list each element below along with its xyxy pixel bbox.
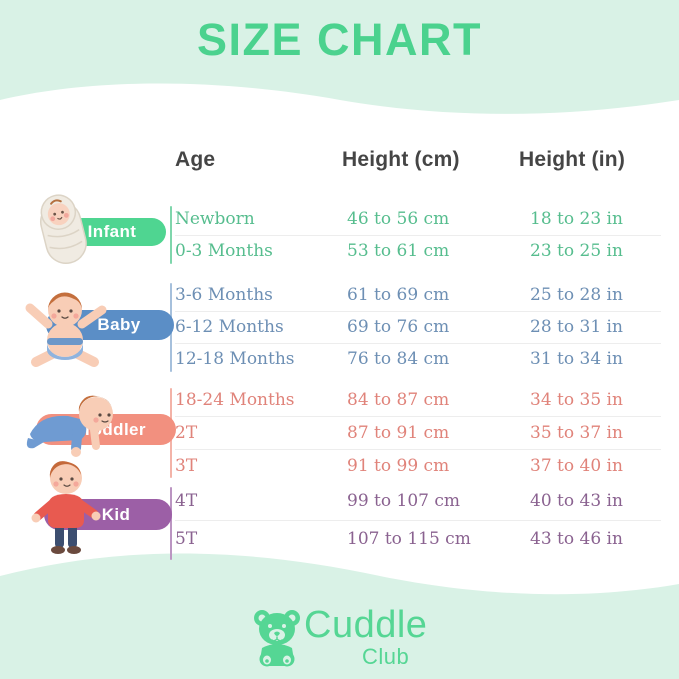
infant-group-label: Infant (87, 222, 137, 241)
age-value: 4T (175, 491, 198, 511)
height-cm-value: 61 to 69 cm (347, 285, 450, 305)
height-cm-value: 76 to 84 cm (347, 349, 450, 369)
height-in-value: 28 to 31 in (530, 317, 623, 337)
age-value: Newborn (175, 209, 255, 229)
height-cm-value: 107 to 115 cm (347, 529, 471, 549)
infant-group: Newborn 46 to 56 cm 18 to 23 in 0-3 Mont… (0, 203, 679, 267)
table-row: 18-24 Months 84 to 87 cm 34 to 35 in (0, 383, 679, 416)
column-header-height-in: Height (in) (519, 148, 626, 171)
kid-group-line (170, 487, 172, 560)
table-row: 6-12 Months 69 to 76 cm 28 to 31 in (0, 311, 679, 343)
height-in-value: 25 to 28 in (530, 285, 623, 305)
height-in-value: 23 to 25 in (530, 241, 623, 261)
height-cm-value: 53 to 61 cm (347, 241, 450, 261)
height-cm-value: 91 to 99 cm (347, 455, 450, 476)
height-in-value: 31 to 34 in (530, 349, 623, 369)
table-row: 2T 87 to 91 cm 35 to 37 in (0, 416, 679, 449)
table-row: 4T 99 to 107 cm 40 to 43 in (0, 482, 679, 520)
toddler-group: 18-24 Months 84 to 87 cm 34 to 35 in 2T … (0, 383, 679, 482)
height-in-value: 35 to 37 in (530, 422, 623, 443)
bottom-wave-shape (0, 553, 679, 622)
age-value: 12-18 Months (175, 349, 295, 369)
table-row: 12-18 Months 76 to 84 cm 31 to 34 in (0, 343, 679, 375)
height-in-value: 34 to 35 in (530, 389, 623, 410)
teddy-bear-icon (254, 610, 300, 667)
table-row: 3T 91 to 99 cm 37 to 40 in (0, 449, 679, 482)
age-value: 18-24 Months (175, 389, 295, 410)
content-panel (0, 128, 679, 622)
height-in-value: 18 to 23 in (530, 209, 623, 229)
kid-group: 4T 99 to 107 cm 40 to 43 in 5T 107 to 11… (0, 482, 679, 558)
age-value: 2T (175, 422, 198, 443)
table-row: 3-6 Months 61 to 69 cm 25 to 28 in (0, 279, 679, 311)
age-value: 5T (175, 529, 198, 549)
height-in-value: 40 to 43 in (530, 491, 623, 511)
height-in-value: 43 to 46 in (530, 529, 623, 549)
page-title: SIZE CHART (197, 14, 482, 65)
standing-kid-illustration (31, 461, 101, 554)
brand-subname: Club (362, 644, 410, 669)
infant-group-line (170, 206, 172, 264)
age-value: 3-6 Months (175, 285, 273, 305)
age-value: 6-12 Months (175, 317, 284, 337)
brand-name: Cuddle (304, 604, 428, 646)
sitting-baby-illustration (25, 292, 107, 367)
kid-group-label: Kid (101, 504, 131, 524)
column-header-age: Age (175, 148, 216, 171)
height-cm-value: 84 to 87 cm (347, 389, 450, 410)
height-cm-value: 46 to 56 cm (347, 209, 450, 229)
age-value: 0-3 Months (175, 241, 273, 261)
swaddled-infant-illustration (40, 194, 87, 265)
baby-group: 3-6 Months 61 to 69 cm 25 to 28 in 6-12 … (0, 279, 679, 375)
table-row: 5T 107 to 115 cm 43 to 46 in (0, 520, 679, 558)
height-cm-value: 99 to 107 cm (347, 491, 460, 511)
height-cm-value: 69 to 76 cm (347, 317, 450, 337)
top-wave-shape (0, 83, 679, 128)
age-value: 3T (175, 455, 198, 476)
baby-group-label: Baby (97, 315, 141, 334)
table-row: Newborn 46 to 56 cm 18 to 23 in (0, 203, 679, 235)
column-header-height-cm: Height (cm) (342, 148, 460, 171)
table-row: 0-3 Months 53 to 61 cm 23 to 25 in (0, 235, 679, 267)
height-in-value: 37 to 40 in (530, 455, 623, 476)
height-cm-value: 87 to 91 cm (347, 422, 450, 443)
crawling-toddler-illustration (26, 395, 113, 457)
